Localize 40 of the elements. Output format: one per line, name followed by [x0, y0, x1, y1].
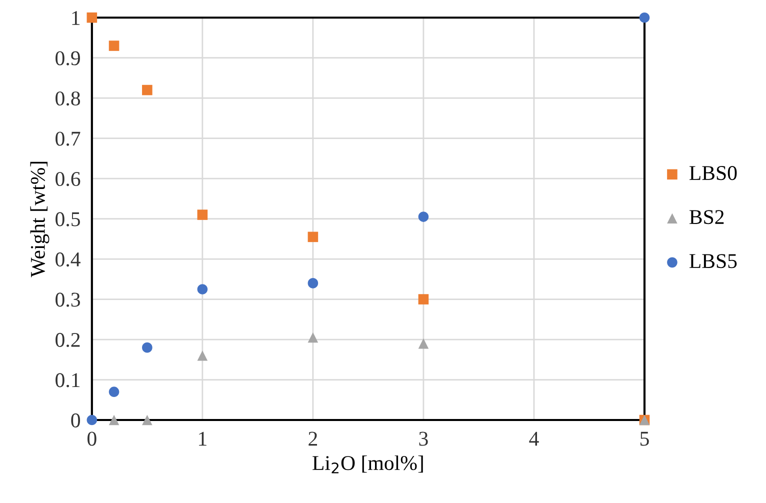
- y-tick-label: 0.1: [56, 373, 80, 388]
- x-tick-label: 3: [419, 432, 428, 446]
- x-tick-label: 0: [88, 432, 96, 446]
- point: [142, 84, 152, 96]
- legend-label: LBS0: [689, 166, 737, 180]
- y-tick-label: 0.8: [56, 91, 80, 106]
- point: [308, 278, 318, 288]
- point: [108, 414, 120, 426]
- point: [418, 338, 429, 349]
- point: [197, 284, 208, 294]
- point: [142, 414, 152, 426]
- y-tick-label: 0.3: [56, 292, 80, 307]
- legend-label: BS2: [689, 210, 724, 224]
- point: [197, 350, 208, 361]
- y-tick-label: 0.9: [56, 51, 80, 66]
- point: [86, 12, 98, 23]
- y-tick-label: 0.4: [56, 252, 80, 267]
- y-tick-label: 0.6: [56, 172, 80, 186]
- point: [142, 342, 152, 353]
- y-tick-label: 0.7: [56, 132, 80, 146]
- point: [108, 386, 120, 397]
- point: [308, 232, 318, 242]
- y-axis-title: Weight [wt%]: [30, 162, 50, 278]
- x-tick-label: 1: [199, 432, 206, 446]
- point: [308, 332, 318, 343]
- legend-label: LBS5: [689, 254, 737, 268]
- point: [86, 414, 98, 426]
- x-tick-label: 4: [529, 432, 539, 446]
- y-tick-label: 0: [71, 413, 80, 428]
- y-tick-label: 1: [72, 11, 80, 25]
- point: [197, 210, 208, 220]
- y-tick-label: 0.5: [56, 212, 80, 226]
- y-tick-label: 0.2: [56, 332, 80, 348]
- x-tick-label: 5: [640, 432, 649, 446]
- x-tick-label: 2: [308, 432, 318, 446]
- point: [639, 12, 650, 23]
- point: [108, 40, 120, 51]
- x-axis-title: Li$_{2}$O [mol%]: [312, 455, 423, 474]
- point: [418, 294, 429, 304]
- point: [418, 212, 429, 222]
